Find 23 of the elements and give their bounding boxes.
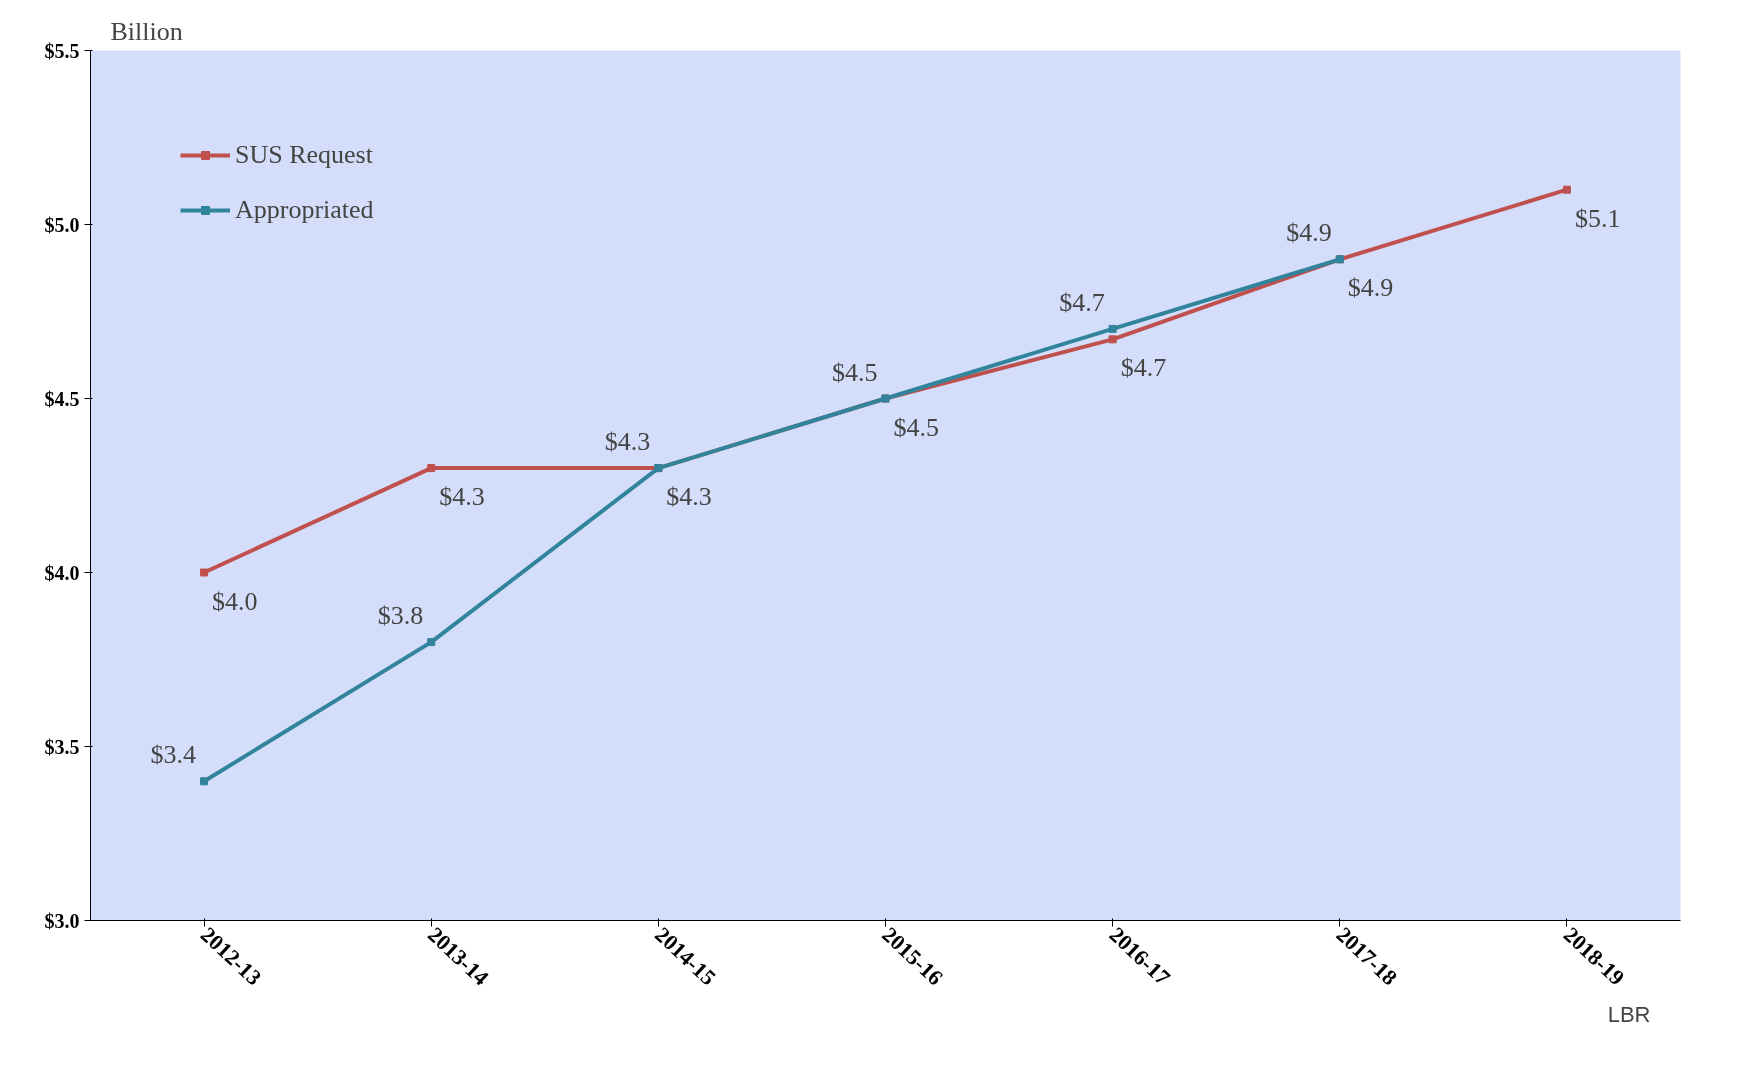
data-label: $4.0 [212,586,258,616]
data-label: $5.1 [1574,203,1621,233]
y-tick-label: $4.0 [44,561,80,584]
y-tick-label: $3.5 [44,735,80,758]
legend-label: Appropriated [235,195,374,225]
data-label: $3.4 [150,740,197,770]
data-label: $4.7 [1120,353,1167,383]
legend-label: SUS Request [235,140,373,170]
text: LBR [1607,1001,1651,1027]
y-tick-label: $5.5 [44,39,80,62]
data-label: $4.5 [893,412,939,442]
data-label: $4.3 [666,482,712,512]
y-tick-label: $5.0 [44,213,80,236]
data-label: $4.9 [1286,218,1332,248]
data-label: $4.3 [439,482,485,512]
data-label: $4.5 [832,357,878,387]
data-label: $4.9 [1347,273,1394,303]
y-tick-label: $4.5 [44,387,80,410]
data-label: $3.8 [377,601,424,631]
data-label: $4.7 [1059,287,1105,317]
data-label: $4.3 [604,427,651,457]
y-tick-label: $3.0 [44,909,80,932]
y-axis-title: Billion [110,16,183,46]
